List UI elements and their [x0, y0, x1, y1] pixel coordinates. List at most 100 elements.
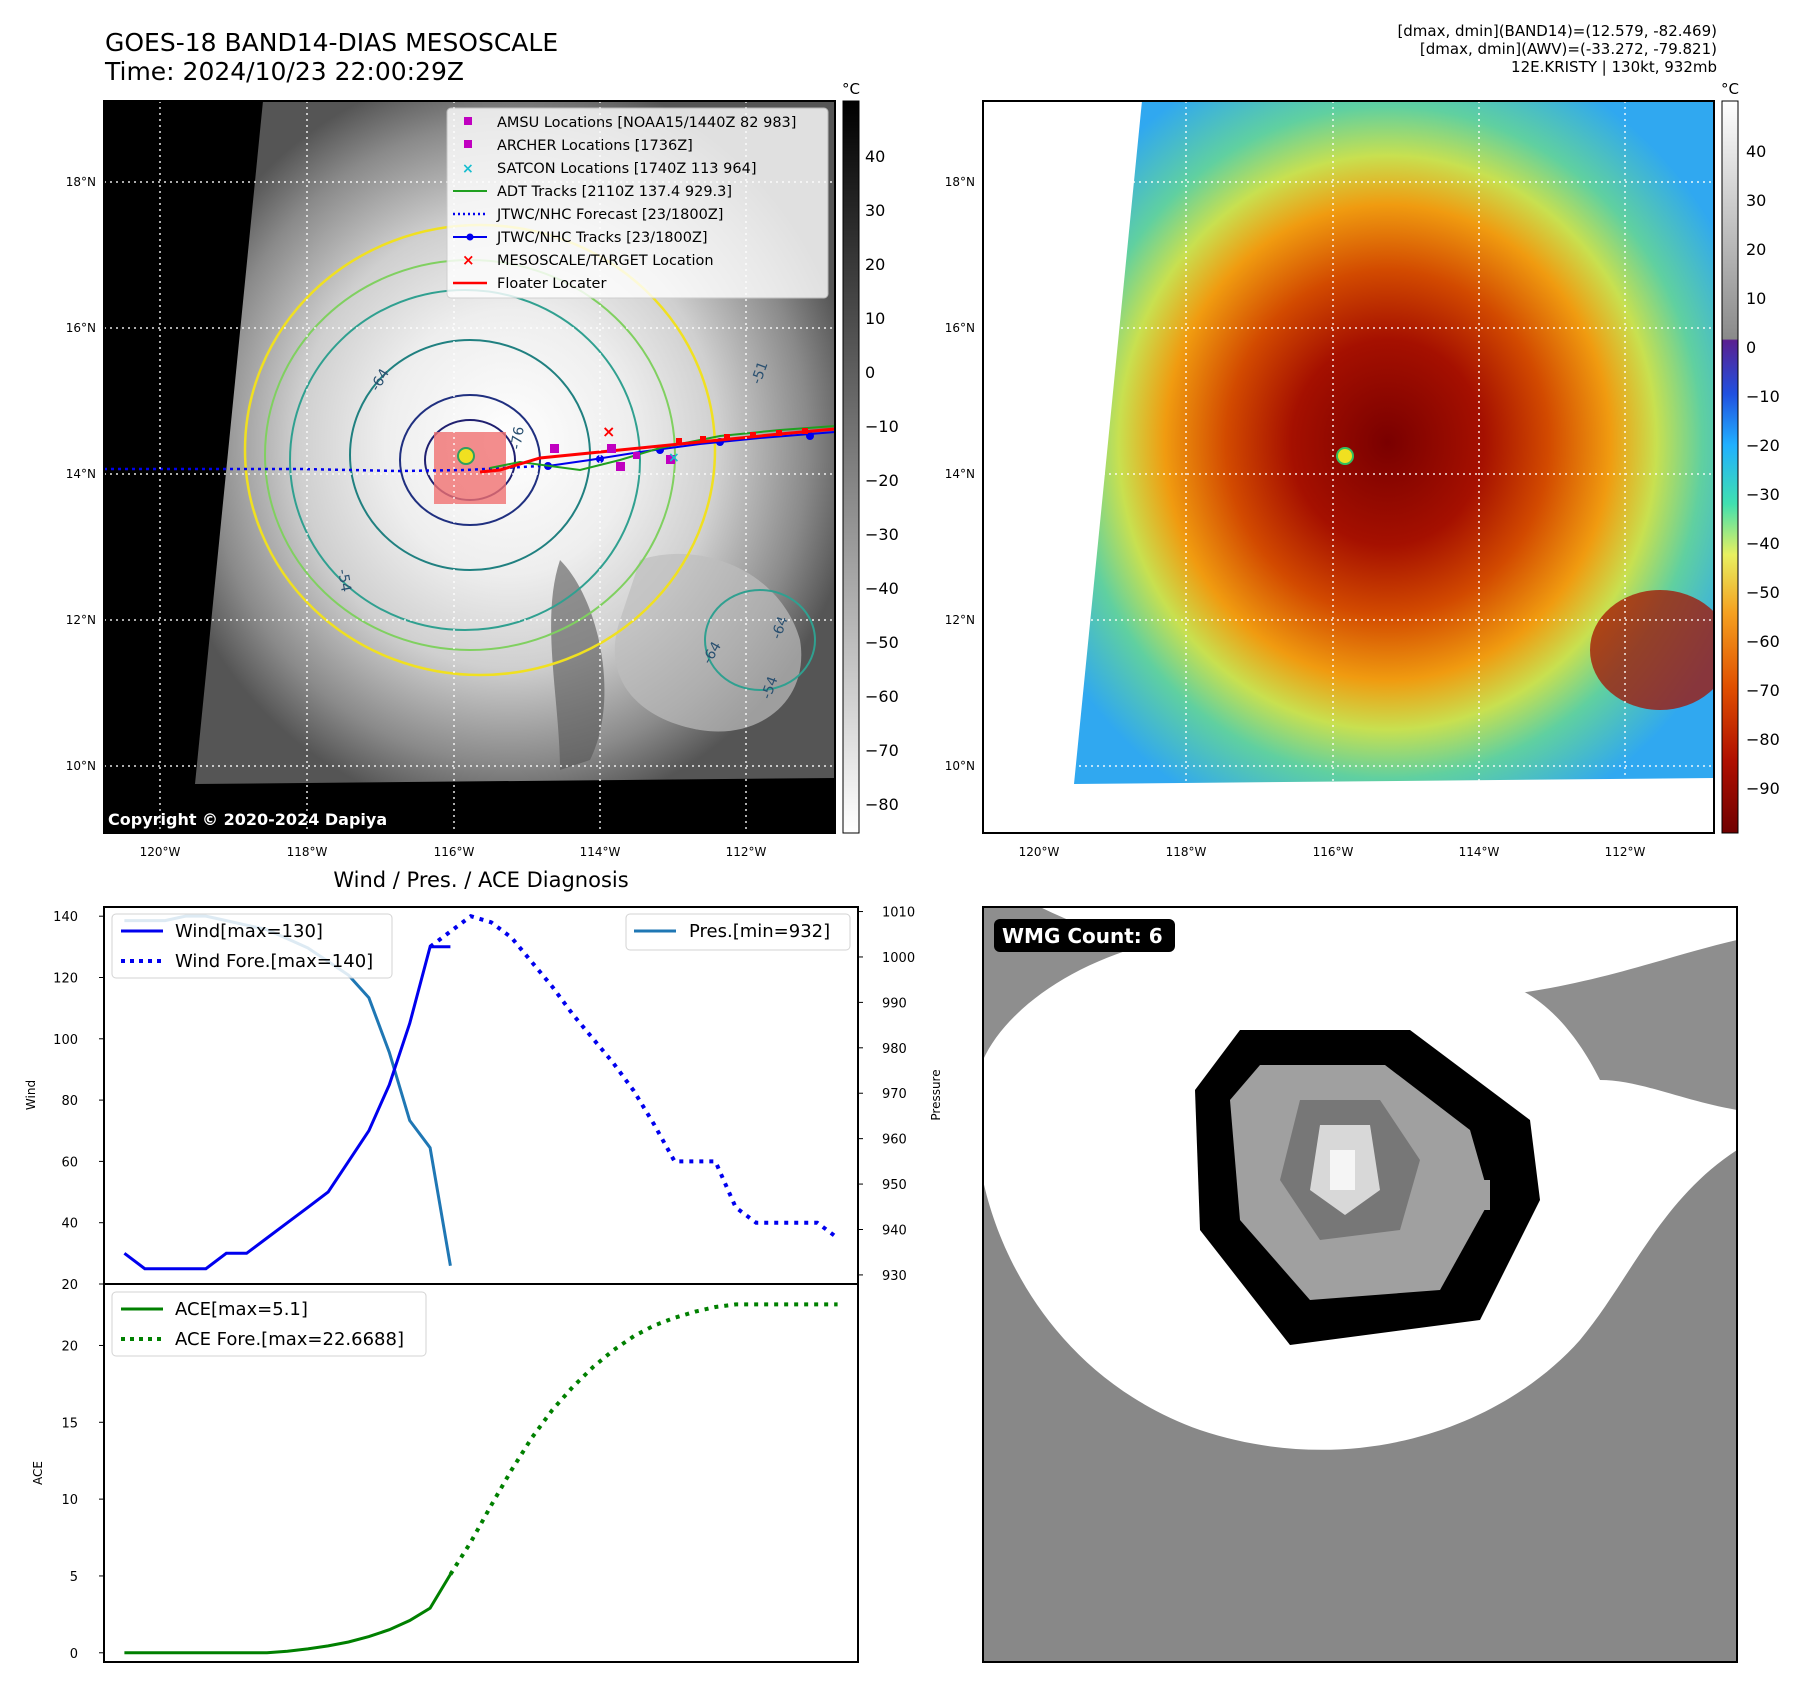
floater-points: [676, 428, 808, 444]
colorbar-tick: −70: [865, 741, 899, 760]
lat-tick-label: 18°N: [66, 175, 96, 189]
wmg-eye-center: [1330, 1150, 1355, 1190]
title-line-1: GOES-18 BAND14-DIAS MESOSCALE: [105, 28, 559, 57]
convective-cluster: [1590, 590, 1714, 710]
dry-slot: [551, 560, 605, 770]
lon-tick-label: 120°W: [1019, 845, 1060, 859]
pressure-tick-label: 1000: [882, 951, 915, 966]
wind-forecast-line: [428, 913, 839, 1240]
colorbar-tick: −10: [1746, 387, 1780, 406]
colorbar-tick: 20: [865, 255, 885, 274]
lon-tick-label: 118°W: [1166, 845, 1207, 859]
pressure-y-ticks: 1010 1000 990 980 970 960 950 940 930: [858, 906, 915, 1284]
pressure-axis-label: Pressure: [929, 1069, 943, 1120]
pressure-tick-label: 990: [882, 996, 907, 1011]
title-line-2: Time: 2024/10/23 22:00:29Z: [105, 57, 464, 86]
wmg-panel: WMG Count: 6: [982, 906, 1738, 1663]
storm-info: [dmax, dmin](BAND14)=(12.579, -82.469) […: [1397, 22, 1717, 76]
contour-label: -76: [508, 425, 528, 450]
copyright-text: Copyright © 2020-2024 Dapiya: [108, 810, 387, 829]
ace-tick-label: 0: [70, 1647, 78, 1662]
map-right-lat-ticks: 18°N 16°N 14°N 12°N 10°N: [945, 175, 975, 773]
info-line-2: [dmax, dmin](AWV)=(-33.272, -79.821): [1419, 40, 1717, 58]
pressure-tick-label: 980: [882, 1042, 907, 1057]
wmg-white-gap: [1040, 907, 1737, 1000]
lon-tick-label: 114°W: [580, 845, 621, 859]
color-colorbar-bar: [1721, 100, 1739, 834]
colorbar-tick: −10: [865, 417, 899, 436]
colorbar-tick: −80: [865, 795, 899, 814]
lat-tick-label: 16°N: [945, 321, 975, 335]
lon-tick-label: 116°W: [1313, 845, 1354, 859]
diagnosis-chart: Wind / Pres. / ACE Diagnosis Wind Pressu…: [24, 868, 943, 1663]
lat-tick-label: 14°N: [945, 467, 975, 481]
colorbar-tick: −50: [865, 633, 899, 652]
colorbar-tick: 20: [1746, 240, 1766, 259]
wind-tick-label: 20: [61, 1278, 78, 1293]
map-left-lon-ticks: 120°W 118°W 116°W 114°W 112°W: [140, 845, 767, 859]
jtwc-track: [547, 431, 835, 467]
lat-tick-label: 12°N: [66, 613, 96, 627]
ace-legend-label: ACE[max=5.1]: [175, 1299, 308, 1320]
colorbar-tick: 0: [1746, 338, 1756, 357]
contour-label: -64: [769, 614, 792, 641]
floater-track: [479, 427, 835, 474]
pressure-legend: [625, 913, 851, 951]
lat-tick-label: 18°N: [945, 175, 975, 189]
ace-tick-label: 20: [61, 1339, 78, 1354]
contour-label: -54: [759, 674, 782, 701]
map-right-lon-ticks: 120°W 118°W 116°W 114°W 112°W: [1019, 845, 1646, 859]
wind-tick-label: 40: [61, 1217, 78, 1232]
legend-item: JTWC/NHC Forecast [23/1800Z]: [496, 207, 723, 223]
map-frame: [982, 100, 1715, 834]
gray-colorbar-ticks: 40 30 20 10 0 −10 −20 −30 −40 −50 −60 −7…: [865, 147, 899, 814]
legend-item: Floater Locater: [497, 276, 606, 292]
legend-tracks-dot: [466, 233, 474, 241]
contour-label: -54: [334, 568, 354, 593]
mesoscale-marker: ×: [602, 422, 615, 441]
contour-navy: [399, 394, 541, 526]
legend-mesoscale-icon: ×: [462, 251, 475, 269]
legend-item: SATCON Locations [1740Z 113 964]: [497, 161, 756, 177]
lon-tick-label: 112°W: [726, 845, 767, 859]
lon-tick-label: 116°W: [434, 845, 475, 859]
colorbar-tick: −70: [1746, 681, 1780, 700]
wind-tick-label: 60: [61, 1155, 78, 1170]
storm-eye: [457, 447, 475, 465]
pressure-tick-label: 1010: [882, 906, 915, 921]
lon-tick-label: 112°W: [1605, 845, 1646, 859]
legend-satcon-icon: ×: [462, 161, 474, 177]
wind-tick-label: 80: [61, 1094, 78, 1109]
gray-colorbar-bar: [842, 100, 860, 834]
colorbar-tick: −80: [1746, 730, 1780, 749]
lat-tick-label: 14°N: [66, 467, 96, 481]
legend-item: AMSU Locations [NOAA15/1440Z 82 983]: [497, 115, 796, 131]
lat-tick-label: 12°N: [945, 613, 975, 627]
contour-teal-inner: [349, 339, 591, 571]
colorbar-tick: 40: [865, 147, 885, 166]
wind-line: [123, 945, 451, 1271]
lon-tick-label: 120°W: [140, 845, 181, 859]
wmg-count-badge: [994, 919, 1175, 952]
colorbar-tick: −20: [1746, 436, 1780, 455]
colorbar-tick: 10: [1746, 289, 1766, 308]
colorbar-tick: −50: [1746, 583, 1780, 602]
figure-title: GOES-18 BAND14-DIAS MESOSCALE Time: 2024…: [105, 28, 558, 86]
wind-tick-label: 100: [53, 1033, 78, 1048]
lat-tick-label: 16°N: [66, 321, 96, 335]
ace-tick-label: 10: [61, 1493, 78, 1508]
lon-tick-label: 118°W: [287, 845, 328, 859]
colorbar-tick: −90: [1746, 779, 1780, 798]
color-ir-map: [982, 100, 1715, 834]
colorbar-tick: 30: [1746, 191, 1766, 210]
mesoscale-target-box: [434, 432, 506, 504]
gray-colorbar: °C 40 30 20 10 0 −10 −20 −30 −40 −50 −60…: [842, 80, 899, 834]
contour-label: -51: [749, 359, 772, 386]
ace-forecast-legend-label: ACE Fore.[max=22.6688]: [175, 1329, 404, 1350]
contour-teal-east: [704, 589, 816, 691]
pressure-legend-label: Pres.[min=932]: [689, 921, 830, 942]
wind-legend-label: Wind[max=130]: [175, 921, 323, 942]
pressure-tick-label: 930: [882, 1269, 907, 1284]
lat-tick-label: 10°N: [66, 759, 96, 773]
